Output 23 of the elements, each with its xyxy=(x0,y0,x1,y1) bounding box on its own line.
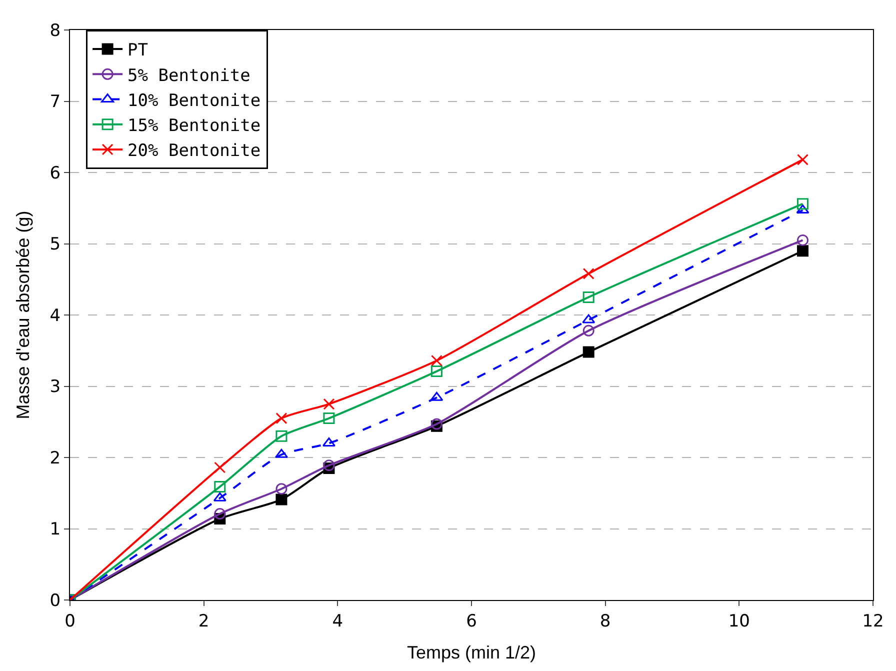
y-tick-label: 4 xyxy=(50,306,61,326)
y-tick-label: 0 xyxy=(50,590,61,611)
x-tick-label: 2 xyxy=(198,611,210,632)
y-tick-label: 3 xyxy=(50,377,61,398)
legend-label: 5% Bentonite xyxy=(128,66,250,86)
x-tick-label: 10 xyxy=(728,611,750,632)
legend-label: 20% Bentonite xyxy=(128,141,261,162)
x-tick-label: 0 xyxy=(64,611,76,632)
y-tick-label: 8 xyxy=(50,20,61,41)
y-tick-label: 6 xyxy=(50,163,61,184)
x-tick-label: 8 xyxy=(600,611,611,632)
y-axis-title: Masse d'eau absorbée (g) xyxy=(12,210,33,420)
y-tick-label: 1 xyxy=(50,520,61,540)
y-tick-label: 7 xyxy=(50,92,61,112)
y-tick-label: 5 xyxy=(50,234,61,255)
legend-label: PT xyxy=(128,40,148,61)
x-tick-label: 12 xyxy=(862,611,884,632)
x-tick-label: 4 xyxy=(332,611,344,632)
y-tick-label: 2 xyxy=(50,448,61,468)
x-tick-label: 6 xyxy=(466,611,477,632)
x-axis-title: Temps (min 1/2) xyxy=(406,642,536,662)
legend-label: 15% Bentonite xyxy=(128,116,261,136)
legend-label: 10% Bentonite xyxy=(128,90,261,111)
